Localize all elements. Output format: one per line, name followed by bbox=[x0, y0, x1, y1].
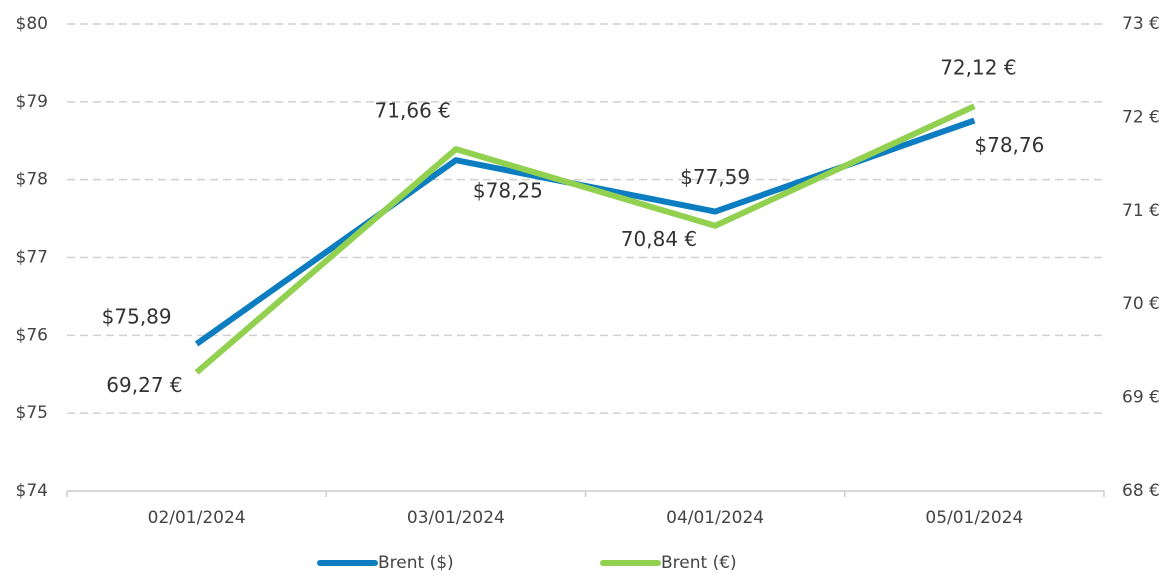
legend-label: Brent (€) bbox=[661, 553, 737, 573]
x-tick-label: 03/01/2024 bbox=[407, 508, 505, 528]
data-label: $78,76 bbox=[974, 133, 1044, 157]
data-label: $77,59 bbox=[680, 165, 750, 189]
y-tick-label: $76 bbox=[16, 325, 48, 345]
data-label: $78,25 bbox=[473, 179, 543, 203]
y-tick-label: $79 bbox=[16, 92, 48, 112]
x-tick-label: 02/01/2024 bbox=[148, 508, 246, 528]
y2-tick-label: 68 € bbox=[1122, 481, 1160, 501]
data-label: 70,84 € bbox=[621, 227, 697, 251]
y-tick-label: $78 bbox=[16, 170, 48, 190]
data-label: 69,27 € bbox=[106, 373, 182, 397]
y-tick-label: $75 bbox=[16, 403, 48, 423]
data-label: 71,66 € bbox=[375, 99, 451, 123]
series-line bbox=[194, 103, 976, 375]
y2-tick-label: 69 € bbox=[1122, 388, 1160, 408]
data-label: $75,89 bbox=[102, 304, 172, 328]
y2-tick-label: 73 € bbox=[1122, 14, 1160, 34]
x-tick-label: 05/01/2024 bbox=[925, 508, 1023, 528]
y2-tick-label: 70 € bbox=[1122, 294, 1160, 314]
y-tick-label: $74 bbox=[16, 481, 48, 501]
data-label: 72,12 € bbox=[940, 56, 1016, 80]
y2-tick-label: 72 € bbox=[1122, 107, 1160, 127]
y2-tick-label: 71 € bbox=[1122, 201, 1160, 221]
x-tick-label: 04/01/2024 bbox=[666, 508, 764, 528]
y-tick-label: $77 bbox=[16, 248, 48, 268]
legend-label: Brent ($) bbox=[378, 553, 454, 573]
y-tick-label: $80 bbox=[16, 14, 48, 34]
series-line bbox=[194, 117, 976, 347]
